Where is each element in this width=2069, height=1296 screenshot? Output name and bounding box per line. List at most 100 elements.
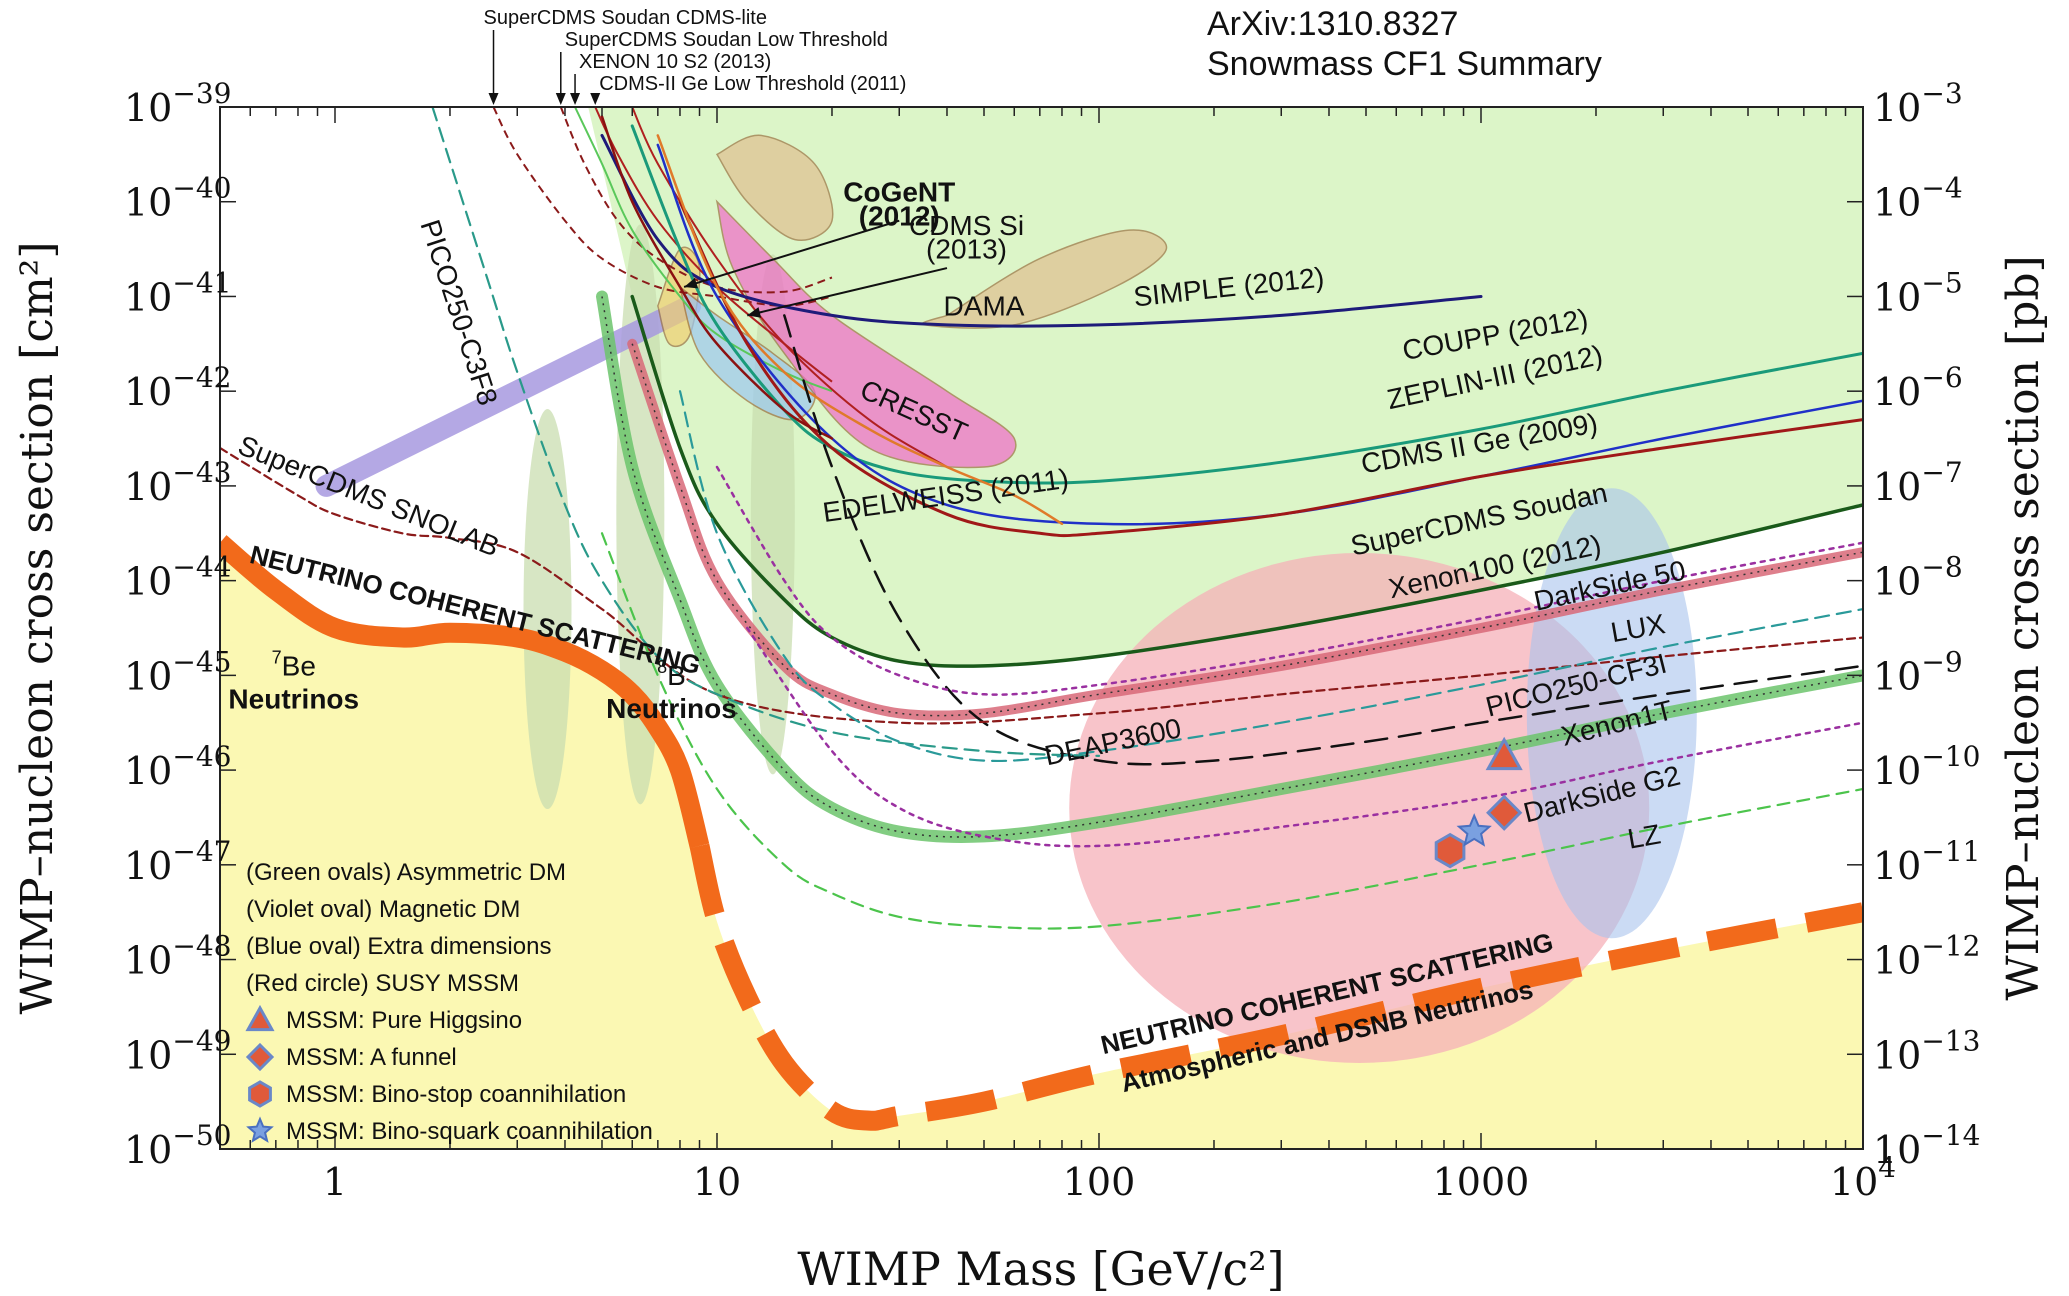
y-tick-label-right-exponent: −8 [1921,551,1962,584]
x-tick-label: 1000 [1433,1160,1530,1204]
y-tick-label-left: 10−42 [124,361,231,414]
magnetic-dm-oval [315,294,702,497]
x-tick-label: 104 [1830,1151,1896,1204]
label-superscript: 7 [272,647,282,667]
y-tick-label-right-exponent: −13 [1921,1024,1980,1057]
legend-entry: MSSM: Pure Higgsino [286,1007,522,1034]
y-tick-label-left: 10−49 [124,1024,231,1077]
y-tick-label-left: 10−50 [124,1119,231,1172]
curve-lz [600,532,1863,930]
label-be: 7Be [272,647,316,681]
y-axis-title-right: WIMP–nucleon cross section [pb] [1998,255,2049,1000]
label-main: B [667,660,686,691]
region-dama [715,134,834,241]
arrow-cdms-si-2013 [747,267,948,317]
mssm-point-triangle [1485,736,1523,771]
y-tick-label-right: 10−3 [1873,77,1963,130]
asymmetric-dm-oval [523,409,572,810]
y-tick-label-right: 10−12 [1873,930,1980,983]
curve-edelweiss-2011 [656,134,1064,526]
curve-lux-dotted-core [631,343,1863,717]
label-superscript: 8 [657,657,667,677]
y-tick-label-right: 10−6 [1873,361,1963,414]
mssm-point-diamond [1486,794,1523,831]
x-tick-label: 10 [693,1160,741,1204]
y-tick-label-left: 10−43 [124,456,231,509]
y-tick-label-left-exponent: −40 [172,172,231,205]
y-tick-label-left: 10−40 [124,172,231,225]
y-tick-label-right: 10−14 [1873,1119,1980,1172]
curve-pico250-c3f8 [431,107,1101,757]
label-2013: (2013) [926,234,1007,265]
neutrino-floor-band-solid [220,535,710,849]
x-tick-label-exponent: 4 [1878,1151,1896,1184]
label-2012: (2012) [859,200,940,231]
top-label-supercdms-soudan-cdms-lite: SuperCDMS Soudan CDMS-lite [484,7,767,29]
x-tick-label: 100 [1063,1160,1136,1204]
y-tick-label-right-exponent: −11 [1921,835,1980,868]
y-tick-label-left: 10−45 [124,645,231,698]
arrow-head [747,307,762,318]
y-tick-label-right-exponent: −3 [1921,77,1962,110]
y-tick-label-left: 10−46 [124,740,231,793]
top-label-arrow-head [590,93,601,105]
y-tick-label-right: 10−5 [1873,266,1963,319]
asymmetric-dm-oval [616,224,665,805]
label-b: 8B [657,657,686,691]
label-cdms-si: CDMS Si [909,210,1024,241]
y-tick-label-left-exponent: −46 [172,740,231,773]
y-tick-label-left: 10−47 [124,835,231,888]
label-neutrinos: Neutrinos [606,693,737,724]
y-tick-label-right: 10−10 [1873,740,1980,793]
y-tick-label-right-exponent: −6 [1921,361,1962,394]
legend-entry: MSSM: Bino-squark coannihilation [286,1118,653,1145]
curve-simple-2012 [600,133,1483,328]
x-axis-title: WIMP Mass [GeV/c²] [797,1242,1284,1296]
y-tick-label-right: 10−8 [1873,551,1963,604]
y-tick-label-left: 10−41 [124,266,231,319]
y-tick-label-right-exponent: −7 [1921,456,1962,489]
top-label-arrow-head [570,93,581,105]
top-label-supercdms-soudan-low-threshold: SuperCDMS Soudan Low Threshold [565,29,888,51]
label-main: Be [282,650,316,681]
curve-darkside-50 [715,465,1863,696]
legend-marker-star [246,1116,274,1143]
y-tick-label-right: 10−4 [1873,172,1963,225]
curve-supercdms-soudan [600,115,834,440]
y-tick-label-right-exponent: −4 [1921,172,1962,205]
curve-coupp-2012 [630,124,1863,485]
label-neutrinos: Neutrinos [228,684,359,715]
region-dama [921,229,1168,329]
arxiv-note: ArXiv:1310.8327 [1207,5,1459,43]
y-tick-label-left-exponent: −50 [172,1119,231,1152]
y-tick-label-left-exponent: −48 [172,930,231,963]
top-label-arrow-head [555,93,566,105]
y-tick-label-left: 10−48 [124,930,231,983]
y-tick-label-right: 10−7 [1873,456,1963,509]
y-tick-label-right-exponent: −10 [1921,740,1980,773]
curve-deap3600 [783,314,1863,766]
x-tick-label: 1 [323,1160,347,1204]
legend-marker-hexagon [248,1080,272,1108]
y-tick-label-left: 10−39 [124,77,231,130]
y-tick-label-left-exponent: −44 [172,551,231,584]
legend-entry: MSSM: Bino-stop coannihilation [286,1081,626,1108]
label-lz: LZ [1625,818,1663,854]
curve-supercdms-snolab [220,446,1863,725]
mssm-point-star [1456,813,1492,847]
y-tick-label-right: 10−9 [1873,645,1963,698]
curve-zeplin-iii-2012 [656,143,1863,526]
y-tick-label-right: 10−11 [1873,835,1980,888]
neutrino-floor-band-dashed [689,843,1863,1131]
plot-border [219,106,1864,1150]
legend: (Green ovals) Asymmetric DM (Violet oval)… [245,859,653,1145]
y-tick-label-right: 10−13 [1873,1024,1980,1077]
curve-xenon1t-dotted-core [601,296,1863,838]
curve-xenon100-2012 [630,294,1863,668]
legend-entry: (Blue oval) Extra dimensions [246,933,551,960]
label-cogent: CoGeNT [843,177,955,208]
summary-note: Snowmass CF1 Summary [1207,45,1602,83]
legend-marker-diamond [245,1042,275,1072]
